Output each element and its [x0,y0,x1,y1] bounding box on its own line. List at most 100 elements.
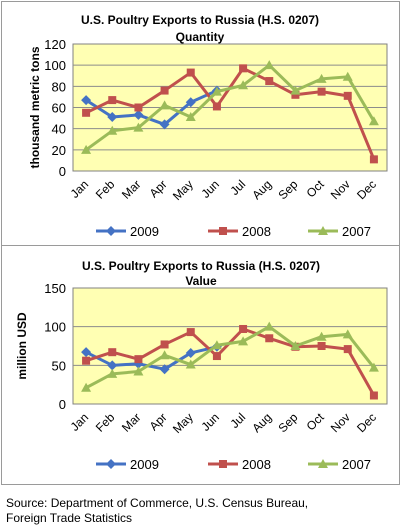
x-tick-label: Jul [227,177,248,198]
x-tick-label: Jun [198,410,222,434]
data-point-2008 [186,328,195,337]
source-line-1: Source: Department of Commerce, U.S. Cen… [6,496,309,510]
x-tick-label: Dec [354,410,379,435]
y-tick-label: 20 [52,143,66,158]
data-point-2009 [81,347,92,358]
data-point-2007 [290,341,301,350]
x-tick-label: Aug [249,410,274,435]
legend-marker-2009 [106,226,116,236]
x-tick-label: Dec [354,177,379,202]
data-point-2009 [107,112,118,123]
y-tick-label: 120 [44,37,66,52]
x-tick-label: Feb [93,177,118,202]
legend-label-2008: 2008 [242,224,271,239]
data-point-2008 [291,90,300,99]
data-point-2008 [317,342,326,350]
quantity-chart: U.S. Poultry Exports to Russia (H.S. 020… [28,13,388,239]
data-point-2009 [185,347,196,358]
value-chart: U.S. Poultry Exports to Russia (H.S. 020… [15,259,388,472]
data-point-2008 [265,334,274,343]
data-point-2007 [316,73,327,83]
data-point-2008 [317,87,326,96]
data-point-2007 [238,336,249,346]
series-line-2009 [85,345,218,371]
series-line-2007 [85,325,376,390]
x-tick-label: Jan [68,410,92,434]
x-tick-label: Jul [227,410,248,431]
x-tick-label: Apr [147,177,170,200]
x-tick-label: Oct [304,177,328,201]
x-tick-label: Jun [198,177,222,201]
y-tick-label: 40 [52,122,66,137]
data-point-2008 [134,103,143,112]
data-point-2007 [81,382,92,392]
data-point-2007 [107,368,118,378]
chart-subtitle: Value [185,274,217,288]
data-point-2007 [133,122,144,132]
data-point-2008 [134,355,143,364]
data-point-2008 [186,68,195,77]
y-tick-label: 80 [52,79,66,94]
data-point-2007 [81,144,92,154]
source-line-2: Foreign Trade Statistics [6,511,133,525]
legend-marker-2008 [219,460,227,468]
series-line-2007 [85,63,376,152]
chart-title: U.S. Poultry Exports to Russia (H.S. 020… [81,13,319,27]
x-tick-label: Mar [119,177,144,202]
y-tick-label: 100 [44,58,66,73]
data-point-2007 [107,125,118,135]
data-point-2009 [159,364,170,375]
y-tick-label: 50 [52,358,66,373]
legend-label-2007: 2007 [342,457,371,472]
x-tick-label: Nov [328,177,353,202]
data-point-2007 [368,116,379,126]
chart-subtitle: Quantity [176,30,225,44]
data-point-2008 [108,96,117,105]
data-point-2007 [211,340,222,350]
data-point-2009 [185,97,196,108]
legend-label-2007: 2007 [342,224,371,239]
x-tick-label: Feb [93,410,118,435]
y-tick-label: 0 [59,397,66,412]
series-line-2009 [85,89,218,126]
data-point-2008 [160,86,169,95]
data-point-2008 [82,108,91,117]
data-point-2007 [159,350,170,360]
legend-marker-2009 [106,459,116,469]
y-tick-label: 150 [44,281,66,296]
data-point-2009 [107,360,118,371]
data-point-2009 [81,95,92,106]
data-point-2007 [264,321,275,331]
x-tick-label: Mar [119,410,144,435]
legend-marker-2008 [219,227,227,235]
data-point-2008 [160,340,169,349]
y-axis-label: million USD [15,312,29,380]
legend-label-2008: 2008 [242,457,271,472]
source-note: Source: Department of Commerce, U.S. Cen… [6,496,396,526]
data-point-2007 [211,86,222,96]
data-point-2008 [343,345,352,354]
data-point-2007 [159,100,170,110]
data-point-2008 [343,91,352,100]
data-point-2007 [185,112,196,122]
data-point-2007 [368,362,379,372]
data-point-2008 [369,391,378,400]
y-tick-label: 100 [44,320,66,335]
chart-title: U.S. Poultry Exports to Russia (H.S. 020… [82,259,320,273]
legend-label-2009: 2009 [130,457,159,472]
data-point-2009 [159,119,170,130]
data-point-2007 [316,331,327,341]
data-point-2008 [108,348,117,357]
data-point-2008 [265,77,274,86]
data-point-2007 [238,80,249,90]
x-tick-label: Oct [304,410,328,434]
data-point-2007 [290,85,301,95]
legend-marker-2007 [318,459,328,468]
y-tick-label: 60 [52,101,66,116]
data-point-2008 [369,155,378,164]
legend-label-2009: 2009 [130,224,159,239]
legend-marker-2007 [318,226,328,235]
y-axis-label: thousand metric tons [28,46,42,168]
data-point-2007 [342,71,353,81]
plot-area [72,287,388,405]
